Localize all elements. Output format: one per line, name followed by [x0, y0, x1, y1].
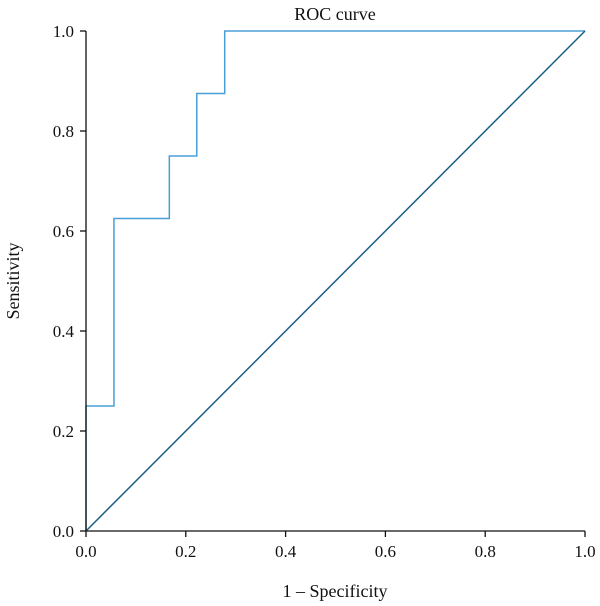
x-axis-ticks: 0.0 0.2 0.4 0.6 0.8 1.0 — [75, 531, 596, 561]
chart-title: ROC curve — [294, 4, 375, 24]
reference-diagonal-line — [85, 30, 586, 532]
y-axis-ticks: 0.0 0.2 0.4 0.6 0.8 1.0 — [53, 22, 86, 541]
plot-lines — [85, 30, 586, 532]
x-tick-label: 0.4 — [275, 542, 297, 561]
axes — [85, 31, 585, 532]
y-tick-label: 0.8 — [53, 122, 74, 141]
x-tick-label: 0.2 — [175, 542, 196, 561]
y-tick-label: 0.4 — [53, 322, 75, 341]
x-tick-label: 0.0 — [75, 542, 96, 561]
x-axis-title: 1 – Specificity — [283, 581, 388, 601]
roc-curve-line — [85, 30, 585, 531]
y-axis-title: Sensitivity — [3, 242, 23, 319]
x-tick-label: 1.0 — [574, 542, 595, 561]
x-tick-label: 0.8 — [475, 542, 496, 561]
y-tick-label: 0.2 — [53, 422, 74, 441]
x-tick-label: 0.6 — [375, 542, 396, 561]
y-tick-label: 0.6 — [53, 222, 74, 241]
y-tick-label: 1.0 — [53, 22, 74, 41]
y-tick-label: 0.0 — [53, 522, 74, 541]
